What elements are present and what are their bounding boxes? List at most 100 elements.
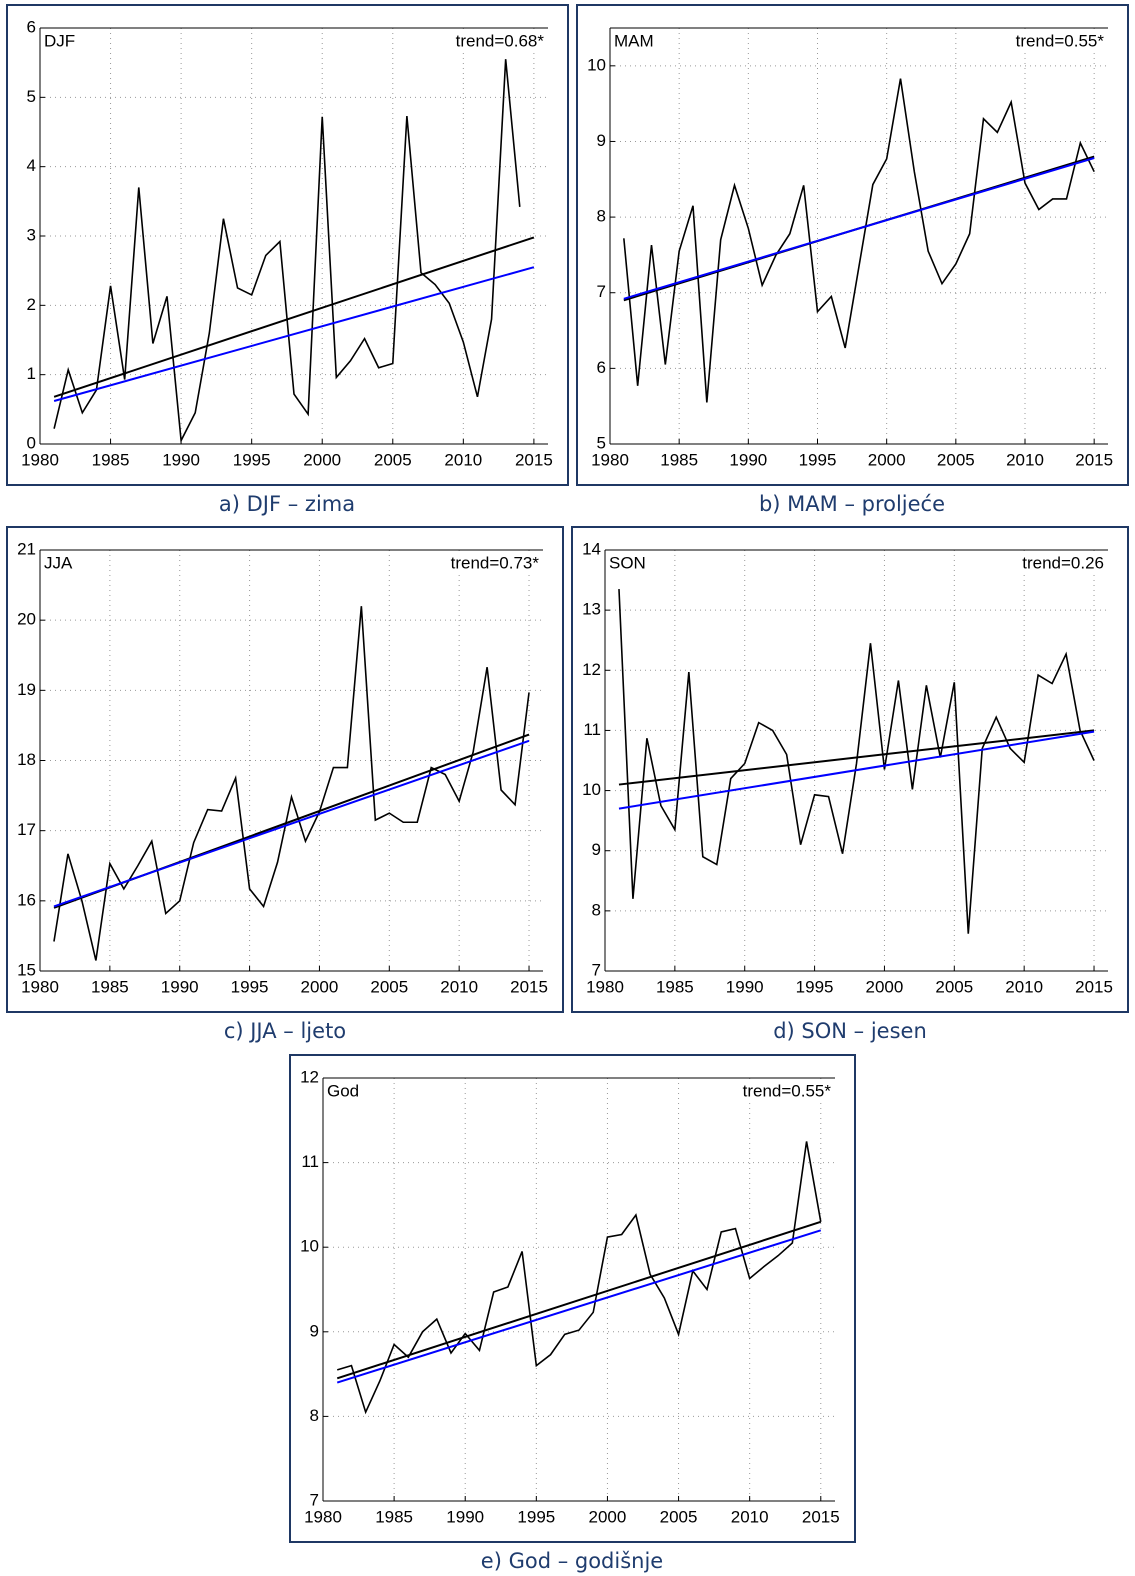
y-tick-label: 18	[17, 750, 36, 769]
y-tick-label: 1	[27, 364, 36, 383]
x-tick-label: 1985	[375, 1507, 413, 1526]
y-tick-label: 8	[310, 1406, 319, 1425]
x-tick-label: 2005	[660, 1507, 698, 1526]
panel-label: MAM	[614, 31, 654, 50]
x-tick-label: 1995	[233, 450, 271, 469]
y-tick-label: 8	[592, 900, 601, 919]
x-tick-label: 2015	[1075, 977, 1113, 996]
x-tick-label: 1985	[656, 977, 694, 996]
y-tick-label: 5	[597, 433, 606, 452]
y-tick-label: 12	[582, 660, 601, 679]
caption: a) DJF – zima	[219, 492, 355, 516]
y-tick-label: 19	[17, 680, 36, 699]
panel-label: DJF	[44, 31, 75, 50]
x-tick-label: 1980	[591, 450, 629, 469]
x-tick-label: 2010	[1005, 977, 1043, 996]
y-tick-label: 2	[27, 295, 36, 314]
x-tick-label: 1990	[161, 977, 199, 996]
x-tick-label: 1985	[91, 977, 129, 996]
trend-line	[53, 266, 535, 402]
y-tick-label: 11	[301, 1152, 319, 1171]
x-tick-label: 1995	[796, 977, 834, 996]
panel-frame	[576, 4, 1129, 486]
data-line	[336, 1141, 822, 1415]
trend-line	[618, 729, 1095, 786]
y-tick-label: 9	[592, 840, 601, 859]
x-tick-label: 2000	[303, 450, 341, 469]
x-tick-label: 1995	[231, 977, 269, 996]
trend-annotation: trend=0.68*	[456, 31, 545, 50]
x-tick-label: 2010	[731, 1507, 769, 1526]
label-background	[739, 1079, 835, 1103]
x-tick-label: 2015	[515, 450, 553, 469]
label-background	[611, 29, 657, 53]
y-tick-label: 10	[300, 1237, 319, 1256]
label-background	[447, 551, 543, 575]
trend-line	[623, 157, 1095, 300]
trend-annotation: trend=0.55*	[1016, 31, 1105, 50]
y-tick-label: 13	[582, 600, 601, 619]
panel-frame	[6, 4, 569, 486]
panel-label: God	[327, 1081, 359, 1100]
trend-line	[618, 730, 1095, 810]
x-tick-label: 2005	[370, 977, 408, 996]
x-tick-label: 1985	[92, 450, 130, 469]
x-tick-label: 2015	[802, 1507, 840, 1526]
x-tick-label: 2010	[440, 977, 478, 996]
y-tick-label: 6	[597, 358, 606, 377]
y-tick-label: 0	[27, 433, 36, 452]
y-tick-label: 14	[582, 539, 601, 558]
trend-annotation: trend=0.55*	[743, 1081, 832, 1100]
x-tick-label: 2000	[868, 450, 906, 469]
caption: b) MAM – proljeće	[759, 492, 945, 516]
x-tick-label: 1980	[304, 1507, 342, 1526]
y-tick-label: 3	[27, 225, 36, 244]
x-tick-label: 2000	[589, 1507, 627, 1526]
y-tick-label: 15	[17, 960, 36, 979]
y-tick-label: 10	[587, 55, 606, 74]
caption: c) JJA – ljeto	[224, 1019, 346, 1043]
x-tick-label: 2005	[937, 450, 975, 469]
x-tick-label: 1990	[162, 450, 200, 469]
x-tick-label: 2015	[510, 977, 548, 996]
caption: e) God – godišnje	[481, 1549, 663, 1573]
y-tick-label: 16	[17, 890, 36, 909]
x-tick-label: 2015	[1075, 450, 1113, 469]
label-background	[41, 29, 79, 53]
x-tick-label: 1995	[799, 450, 837, 469]
trend-line	[336, 1220, 822, 1380]
label-background	[1019, 551, 1107, 575]
data-line	[53, 59, 521, 444]
y-tick-label: 7	[592, 960, 601, 979]
y-tick-label: 7	[310, 1490, 319, 1509]
panel-label: SON	[609, 553, 646, 572]
label-background	[452, 29, 548, 53]
panel-label: JJA	[44, 553, 73, 572]
data-line	[53, 606, 530, 961]
y-tick-label: 20	[17, 610, 36, 629]
trend-annotation: trend=0.26	[1022, 553, 1104, 572]
trend-line	[53, 739, 530, 908]
label-background	[324, 1079, 363, 1103]
x-tick-label: 2010	[1006, 450, 1044, 469]
trend-annotation: trend=0.73*	[451, 553, 540, 572]
x-tick-label: 1980	[21, 977, 59, 996]
caption: d) SON – jesen	[773, 1019, 927, 1043]
y-tick-label: 9	[597, 131, 606, 150]
trend-line	[53, 236, 535, 398]
x-tick-label: 2010	[444, 450, 482, 469]
x-tick-label: 1980	[586, 977, 624, 996]
x-tick-label: 2005	[935, 977, 973, 996]
y-tick-label: 6	[27, 17, 36, 36]
data-line	[623, 78, 1095, 403]
x-tick-label: 1990	[729, 450, 767, 469]
y-tick-label: 9	[310, 1321, 319, 1340]
y-tick-label: 12	[300, 1067, 319, 1086]
y-tick-label: 4	[27, 156, 36, 175]
label-background	[1012, 29, 1108, 53]
label-background	[606, 551, 649, 575]
y-tick-label: 21	[17, 539, 36, 558]
y-tick-label: 8	[597, 207, 606, 226]
x-tick-label: 2005	[374, 450, 412, 469]
